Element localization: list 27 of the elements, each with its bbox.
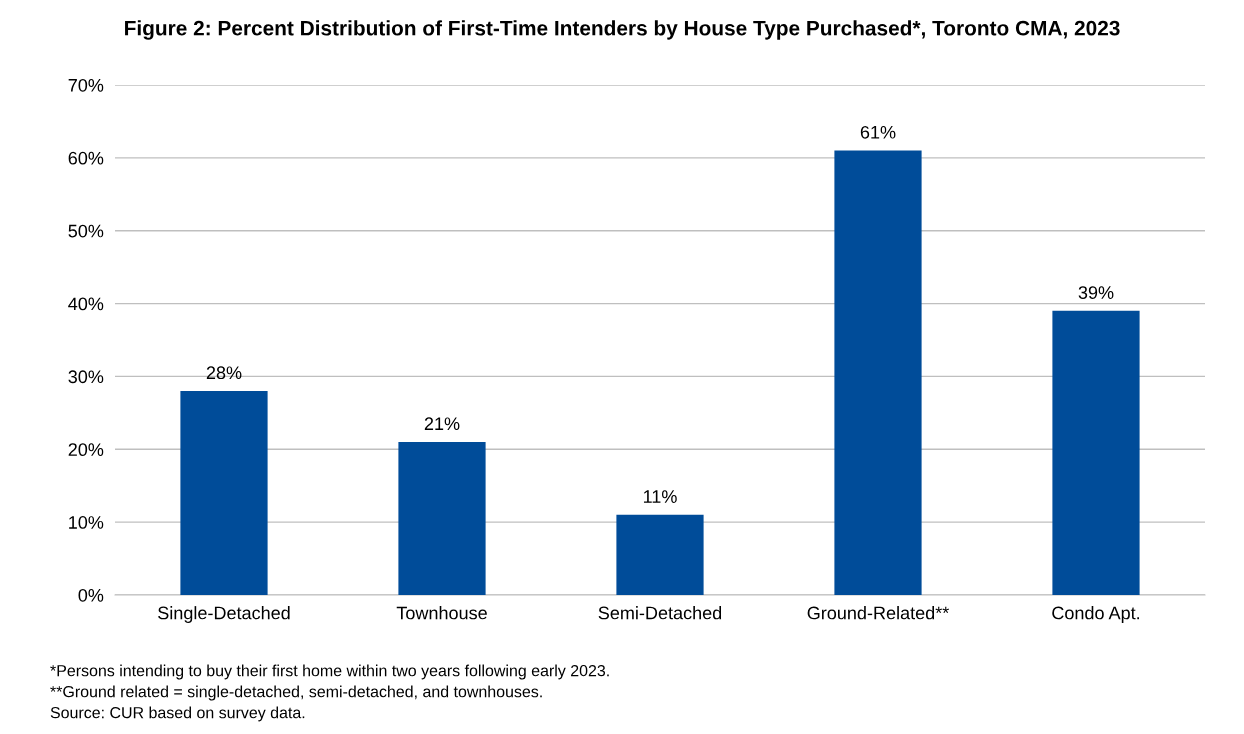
data-label: 21% <box>424 417 460 431</box>
text: *Persons intending to buy their first home within two years following early 2023. <box>50 664 609 680</box>
x-tick-label: Condo Apt. <box>1052 606 1140 623</box>
y-tick-label: 50% <box>68 224 104 238</box>
data-label: 28% <box>206 366 242 380</box>
data-label: 11% <box>643 490 677 503</box>
y-tick-label: 30% <box>68 370 104 384</box>
x-tick-label: Semi-Detached <box>598 606 722 620</box>
bar <box>616 514 704 595</box>
text: **Ground related = single-detached, semi-detached, and townhouses. <box>50 685 542 701</box>
chart-title: Figure 2: Percent Distribution of First-Time Intenders by House Type Purchased*, Toronto CMA, 2023 <box>125 20 1120 40</box>
y-tick-label: 40% <box>68 297 104 311</box>
source-note: Source: CUR based on survey data. <box>50 706 305 722</box>
x-tick-label: Townhouse <box>396 606 487 620</box>
y-tick-label: 70% <box>68 78 104 92</box>
bar <box>398 442 486 595</box>
data-label: 61% <box>860 125 896 139</box>
y-tick-label: 20% <box>68 443 104 457</box>
x-tick-label: Ground-Related** <box>807 606 949 620</box>
bar <box>1052 310 1140 595</box>
y-tick-label: 10% <box>69 516 104 529</box>
data-label: 39% <box>1078 286 1114 299</box>
bar <box>180 391 268 595</box>
y-tick-label: 60% <box>68 151 104 165</box>
x-tick-label: Single-Detached <box>158 606 290 623</box>
bar <box>834 150 922 595</box>
y-tick-label: 0% <box>78 588 104 602</box>
